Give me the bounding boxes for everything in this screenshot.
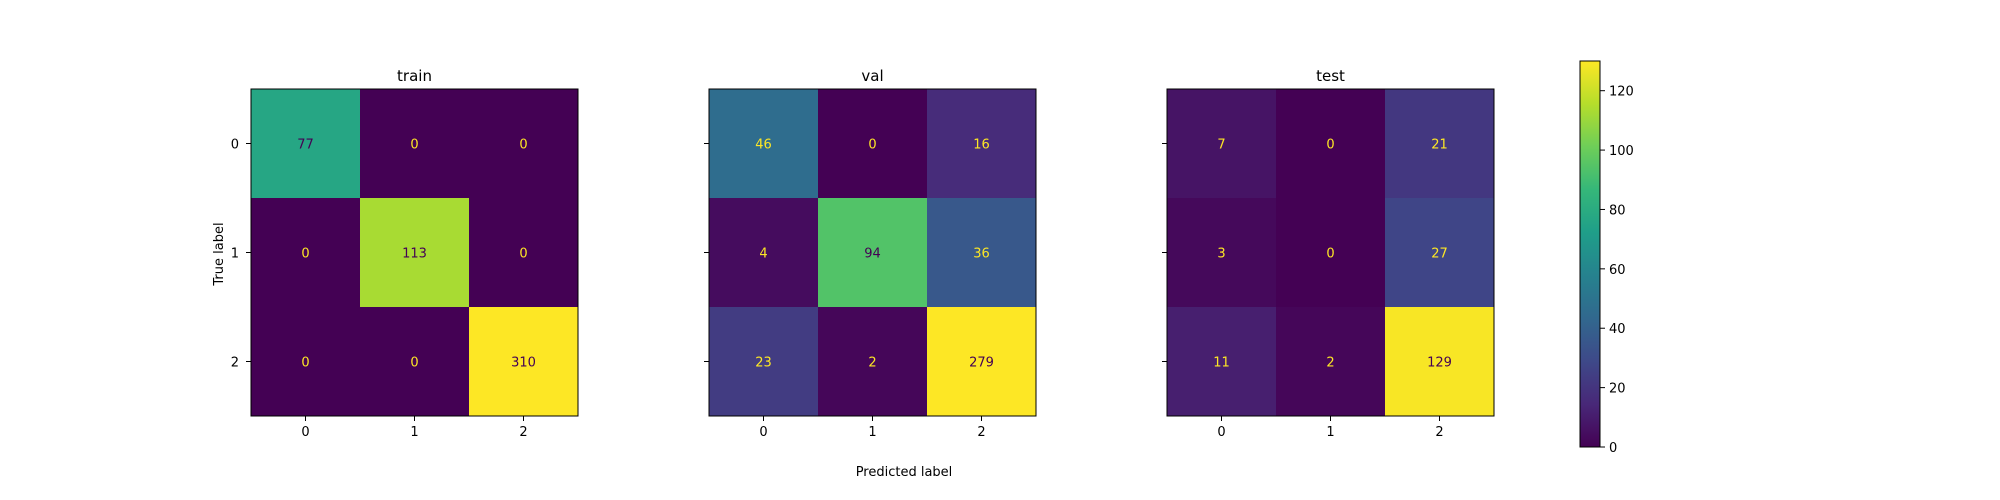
heatmap-cell <box>360 307 470 417</box>
x-tick-label: 1 <box>868 425 876 440</box>
heatmap-cell <box>927 307 1037 417</box>
cell-value-label: 310 <box>511 356 536 371</box>
cell-value-label: 0 <box>410 356 418 371</box>
cell-value-label: 0 <box>519 247 527 262</box>
colorbar-tick-label: 40 <box>1609 322 1626 337</box>
heatmap-cell <box>469 89 579 199</box>
heatmap-cell <box>927 89 1037 199</box>
cell-value-label: 0 <box>1326 247 1334 262</box>
x-tick-label: 0 <box>759 425 767 440</box>
cell-value-label: 113 <box>402 247 427 262</box>
cell-value-label: 279 <box>969 356 994 371</box>
cell-value-label: 36 <box>973 247 990 262</box>
x-tick-label: 1 <box>410 425 418 440</box>
heatmap-cell <box>709 307 819 417</box>
panel-title: test <box>1316 67 1345 85</box>
heatmap-cell <box>1385 89 1495 199</box>
x-tick-label: 2 <box>977 425 985 440</box>
colorbar-tick-label: 0 <box>1609 441 1617 456</box>
colorbar-tick-label: 100 <box>1609 144 1634 159</box>
heatmap-cell <box>818 307 928 417</box>
heatmap-cell <box>469 307 579 417</box>
heatmap-cell <box>1385 198 1495 308</box>
heatmap-cell <box>1276 198 1386 308</box>
cell-value-label: 4 <box>759 247 767 262</box>
cell-value-label: 129 <box>1427 356 1452 371</box>
heatmap-cell <box>360 89 470 199</box>
heatmap-cell <box>1167 198 1277 308</box>
cell-value-label: 77 <box>297 138 314 153</box>
x-tick-label: 0 <box>1217 425 1225 440</box>
heatmap-cell <box>360 198 470 308</box>
cell-value-label: 46 <box>755 138 772 153</box>
x-tick-label: 1 <box>1326 425 1334 440</box>
cell-value-label: 16 <box>973 138 990 153</box>
cell-value-label: 2 <box>1326 356 1334 371</box>
heatmap-cell <box>818 89 928 199</box>
heatmap-cell <box>1276 307 1386 417</box>
cell-value-label: 27 <box>1431 247 1448 262</box>
panel-title: train <box>397 67 432 85</box>
y-tick-label: 2 <box>231 356 239 371</box>
colorbar: 0 20 40 60 80 100 120 <box>1579 60 1634 456</box>
colorbar-tick-label: 20 <box>1609 382 1626 397</box>
heatmap-cell <box>818 198 928 308</box>
heatmap-cell <box>1276 89 1386 199</box>
x-tick-label: 2 <box>519 425 527 440</box>
cell-value-label: 11 <box>1213 356 1230 371</box>
cell-value-label: 21 <box>1431 138 1448 153</box>
cell-value-label: 3 <box>1217 247 1225 262</box>
heatmap-cell <box>709 198 819 308</box>
colorbar-tick-label: 80 <box>1609 203 1626 218</box>
colorbar-tick-label: 60 <box>1609 263 1626 278</box>
heatmap-cell <box>469 198 579 308</box>
cell-value-label: 0 <box>519 138 527 153</box>
panel-val: val 46 0 16 4 94 36 23 2 279 0 1 2 <box>704 67 1037 440</box>
heatmap-cell <box>251 198 361 308</box>
heatmap-cell <box>251 89 361 199</box>
x-tick-label: 0 <box>301 425 309 440</box>
colorbar-tick-label: 120 <box>1609 85 1634 100</box>
heatmap-cell <box>1167 89 1277 199</box>
cell-value-label: 0 <box>868 138 876 153</box>
heatmap-cell <box>251 307 361 417</box>
heatmap-cell <box>709 89 819 199</box>
y-tick-label: 1 <box>231 247 239 262</box>
heatmap-cell <box>1385 307 1495 417</box>
cell-value-label: 94 <box>864 247 881 262</box>
cell-value-label: 0 <box>301 356 309 371</box>
cell-value-label: 0 <box>301 247 309 262</box>
y-axis-label: True label <box>212 222 227 286</box>
panel-train: train 77 0 0 0 113 0 0 0 310 0 1 2 0 1 2 <box>231 67 579 440</box>
cell-value-label: 0 <box>410 138 418 153</box>
x-axis-label: Predicted label <box>856 465 953 480</box>
x-tick-label: 2 <box>1435 425 1443 440</box>
panel-test: test 7 0 21 3 0 27 11 2 129 0 1 2 <box>1162 67 1495 440</box>
heatmap-cell <box>1167 307 1277 417</box>
colorbar-gradient <box>1579 60 1601 448</box>
cell-value-label: 23 <box>755 356 772 371</box>
cell-value-label: 0 <box>1326 138 1334 153</box>
heatmap-cell <box>927 198 1037 308</box>
panel-title: val <box>861 67 883 85</box>
y-tick-label: 0 <box>231 138 239 153</box>
cell-value-label: 7 <box>1217 138 1225 153</box>
cell-value-label: 2 <box>868 356 876 371</box>
